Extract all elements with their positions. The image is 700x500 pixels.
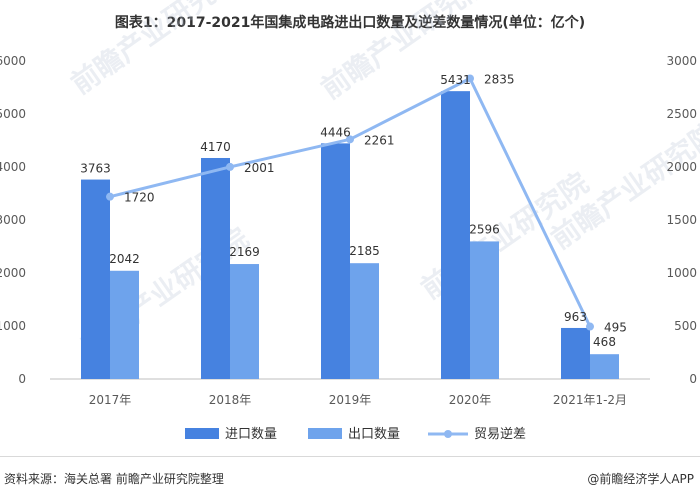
right-tick-label: 2000 <box>666 160 697 174</box>
left-tick-label: 1000 <box>0 319 26 333</box>
source-note: 资料来源：海关总署 前瞻产业研究院整理 <box>4 472 224 486</box>
legend-swatch-import <box>185 428 219 439</box>
x-tick-label: 2018年 <box>209 393 252 407</box>
right-tick-label: 2500 <box>666 107 697 121</box>
right-tick-label: 500 <box>674 319 697 333</box>
trade-deficit-value-label: 2261 <box>364 133 395 147</box>
trade-deficit-point <box>586 322 594 331</box>
trade-deficit-point <box>226 162 234 171</box>
bars <box>81 91 619 380</box>
legend-swatch-export <box>308 428 342 439</box>
footer-divider <box>0 456 700 457</box>
chart-title: 图表1：2017-2021年国集成电路进出口数量及逆差数量情况(单位：亿个) <box>114 15 586 31</box>
import-bar <box>441 91 470 380</box>
data-labels: 3763 2042 4170 2169 4446 2185 5431 2596 963 468 17… <box>80 72 627 349</box>
trade-line <box>106 74 594 331</box>
trade-deficit-value-label: 495 <box>604 321 627 335</box>
left-tick-label: 5000 <box>0 107 26 121</box>
import-bar <box>321 143 350 379</box>
x-tick-label: 2017年 <box>89 393 132 407</box>
import-value-label: 4170 <box>200 140 231 154</box>
legend-label-import: 进口数量 <box>225 427 277 442</box>
x-tick-label: 2020年 <box>449 393 492 407</box>
trade-deficit-point <box>106 192 114 201</box>
left-tick-label: 4000 <box>0 160 26 174</box>
right-tick-label: 0 <box>689 372 697 386</box>
import-bar <box>81 179 110 379</box>
credit-note: @前瞻经济学人APP <box>587 472 694 486</box>
legend-label-export: 出口数量 <box>348 427 400 442</box>
right-tick-label: 3000 <box>666 54 697 68</box>
x-tick-label: 2021年1-2月 <box>553 393 627 407</box>
export-bar <box>110 270 139 379</box>
trade-deficit-value-label: 1720 <box>124 191 155 205</box>
watermark: 前瞻产业研究院 <box>315 0 494 106</box>
export-value-label: 2042 <box>109 252 140 266</box>
trade-deficit-point <box>466 74 474 83</box>
import-value-label: 4446 <box>320 125 351 139</box>
export-value-label: 468 <box>593 335 616 349</box>
right-tick-label: 1000 <box>666 266 697 280</box>
left-tick-label: 2000 <box>0 266 26 280</box>
legend-label-trade: 贸易逆差 <box>474 426 526 442</box>
import-value-label: 5431 <box>440 73 471 87</box>
export-value-label: 2169 <box>229 245 260 259</box>
trade-deficit-value-label: 2835 <box>484 72 515 86</box>
watermark: 前瞻产业研究院 <box>65 0 244 101</box>
trade-deficit-point <box>346 135 354 144</box>
legend-marker-trade <box>444 430 452 438</box>
export-value-label: 2596 <box>469 222 500 236</box>
import-value-label: 963 <box>564 310 587 324</box>
left-tick-label: 0 <box>18 372 26 386</box>
export-bar <box>230 264 259 379</box>
import-bar <box>201 157 230 379</box>
import-value-label: 3763 <box>80 162 111 176</box>
x-tick-label: 2019年 <box>329 393 372 407</box>
import-bar <box>561 327 590 379</box>
legend: 进口数量 出口数量 贸易逆差 <box>185 426 526 442</box>
export-bar <box>470 241 499 379</box>
right-tick-label: 1500 <box>666 213 697 227</box>
trade-deficit-value-label: 2001 <box>244 161 275 175</box>
export-bar <box>350 263 379 379</box>
export-value-label: 2185 <box>349 244 380 258</box>
export-bar <box>590 354 619 379</box>
left-tick-label: 3000 <box>0 213 26 227</box>
left-tick-label: 6000 <box>0 54 26 68</box>
